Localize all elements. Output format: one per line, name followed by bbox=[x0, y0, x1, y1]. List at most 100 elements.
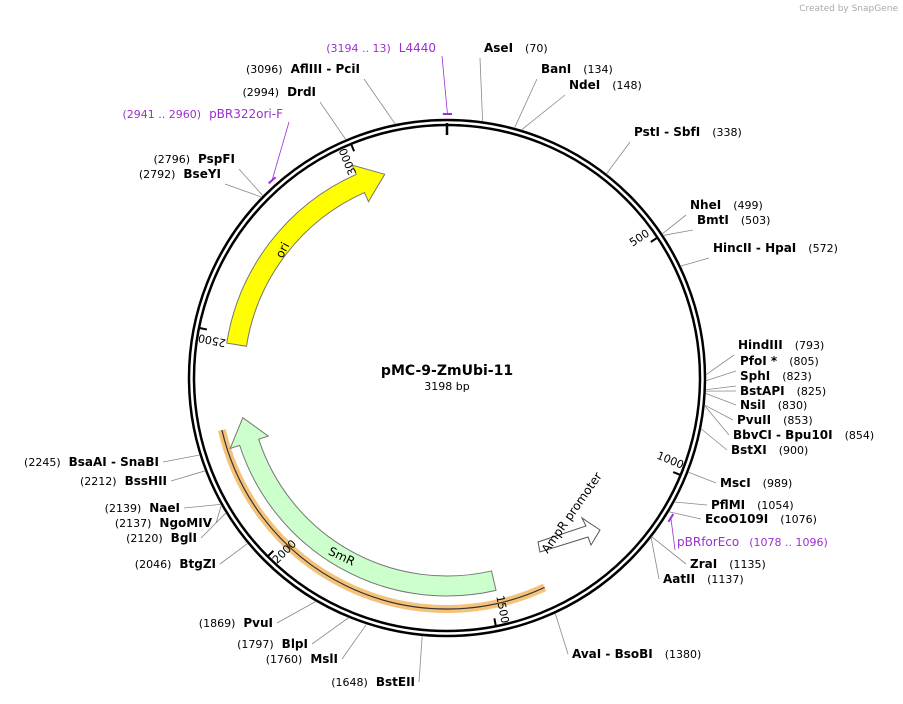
site-position: (2796) bbox=[153, 153, 190, 166]
scale-tick-label: 500 bbox=[627, 227, 652, 249]
site-name: NaeI bbox=[149, 501, 180, 515]
site-label: NheI (499) bbox=[690, 198, 763, 212]
primer-marker bbox=[267, 176, 277, 185]
site-leader bbox=[238, 168, 264, 197]
site-label: PvuII (853) bbox=[737, 413, 813, 427]
site-position: (1054) bbox=[757, 499, 794, 512]
site-name: SphI bbox=[740, 369, 770, 383]
site-position: (338) bbox=[712, 126, 742, 139]
site-position: (1380) bbox=[665, 648, 702, 661]
site-label: PfoI * (805) bbox=[740, 354, 819, 368]
site-leader bbox=[276, 601, 317, 624]
site-name: AatII bbox=[663, 572, 695, 586]
site-position: (572) bbox=[808, 242, 838, 255]
site-label: NdeI (148) bbox=[569, 78, 642, 92]
site-label: (3096) AflIII - PciI bbox=[246, 62, 360, 76]
site-position: (853) bbox=[783, 414, 813, 427]
site-position: (503) bbox=[741, 214, 771, 227]
site-position: (2994) bbox=[242, 86, 279, 99]
scale-tick bbox=[493, 618, 497, 627]
site-leader bbox=[479, 57, 483, 122]
site-position: (1137) bbox=[707, 573, 744, 586]
site-name: DrdI bbox=[287, 85, 316, 99]
site-leader bbox=[219, 543, 248, 565]
site-name: PfoI * bbox=[740, 354, 778, 368]
site-position: (825) bbox=[797, 385, 827, 398]
site-name: AseI bbox=[484, 41, 513, 55]
site-label: (1869) PvuI bbox=[199, 616, 273, 630]
site-position: (900) bbox=[779, 444, 809, 457]
site-label: HindIII (793) bbox=[738, 338, 824, 352]
primer-leader bbox=[670, 517, 676, 551]
site-label: (1648) BstEII bbox=[331, 675, 415, 689]
plasmid-size: 3198 bp bbox=[424, 380, 469, 393]
site-name: BseYI bbox=[183, 167, 221, 181]
site-position: (2245) bbox=[24, 456, 61, 469]
primer-range: (1078 .. 1096) bbox=[749, 536, 828, 549]
site-position: (2139) bbox=[105, 502, 142, 515]
site-name: ZraI bbox=[690, 557, 717, 571]
site-name: BstXI bbox=[731, 443, 767, 457]
site-name: BstEII bbox=[376, 675, 415, 689]
smr-arrow bbox=[229, 416, 497, 597]
primer-name: pBR322ori-F bbox=[209, 107, 283, 121]
site-label: (2792) BseYI bbox=[139, 167, 221, 181]
site-name: BtgZI bbox=[179, 557, 216, 571]
site-leader bbox=[418, 635, 423, 683]
site-label: HincII - HpaI (572) bbox=[713, 241, 838, 255]
site-name: BglI bbox=[171, 531, 197, 545]
primer-range: (2941 .. 2960) bbox=[123, 108, 202, 121]
site-name: NheI bbox=[690, 198, 721, 212]
site-name: NsiI bbox=[740, 398, 766, 412]
feature-label: AmpR promoter bbox=[539, 470, 605, 556]
site-position: (823) bbox=[782, 370, 812, 383]
site-label: (2137) NgoMIV bbox=[115, 516, 213, 530]
site-name: EcoO109I bbox=[705, 512, 768, 526]
site-leader bbox=[554, 613, 569, 655]
site-label: BanI (134) bbox=[541, 62, 613, 76]
backbone-outer bbox=[187, 118, 707, 638]
primer-label: pBRforEco (1078 .. 1096) bbox=[677, 535, 828, 549]
site-label: BstXI (900) bbox=[731, 443, 808, 457]
site-leader bbox=[674, 501, 708, 506]
site-name: NgoMIV bbox=[159, 516, 212, 530]
site-leader bbox=[704, 405, 730, 436]
site-leader bbox=[668, 511, 702, 520]
site-label: BstAPI (825) bbox=[740, 384, 826, 398]
site-leader bbox=[215, 505, 222, 524]
site-position: (793) bbox=[795, 339, 825, 352]
site-label: MscI (989) bbox=[720, 476, 792, 490]
site-position: (2120) bbox=[126, 532, 163, 545]
site-leader bbox=[341, 623, 367, 660]
site-label: (2212) BssHII bbox=[80, 474, 167, 488]
site-leader bbox=[650, 537, 660, 580]
site-position: (499) bbox=[733, 199, 763, 212]
site-position: (134) bbox=[583, 63, 613, 76]
site-position: (3096) bbox=[246, 63, 283, 76]
site-label: (2245) BsaAI - SnaBI bbox=[24, 455, 159, 469]
site-leader bbox=[700, 428, 728, 451]
scale-tick bbox=[198, 326, 208, 331]
site-leader bbox=[705, 354, 735, 376]
site-position: (70) bbox=[525, 42, 548, 55]
site-name: AvaI - BsoBI bbox=[572, 647, 653, 661]
scale-tick bbox=[672, 471, 682, 477]
site-label: BmtI (503) bbox=[697, 213, 770, 227]
primer-marker bbox=[667, 513, 675, 523]
site-label: (2120) BglI bbox=[126, 531, 197, 545]
site-label: ZraI (1135) bbox=[690, 557, 766, 571]
site-label: SphI (823) bbox=[740, 369, 812, 383]
site-label: AatII (1137) bbox=[663, 572, 744, 586]
site-leader bbox=[663, 229, 694, 236]
feature-label: ori bbox=[273, 240, 293, 260]
site-label: AseI (70) bbox=[484, 41, 548, 55]
site-name: BstAPI bbox=[740, 384, 785, 398]
site-position: (830) bbox=[778, 399, 808, 412]
site-name: MslI bbox=[310, 652, 338, 666]
site-leader bbox=[661, 214, 687, 235]
ori-arrow bbox=[226, 164, 386, 347]
site-label: (2046) BtgZI bbox=[135, 557, 216, 571]
site-label: (2796) PspFI bbox=[153, 152, 235, 166]
site-name: BanI bbox=[541, 62, 571, 76]
